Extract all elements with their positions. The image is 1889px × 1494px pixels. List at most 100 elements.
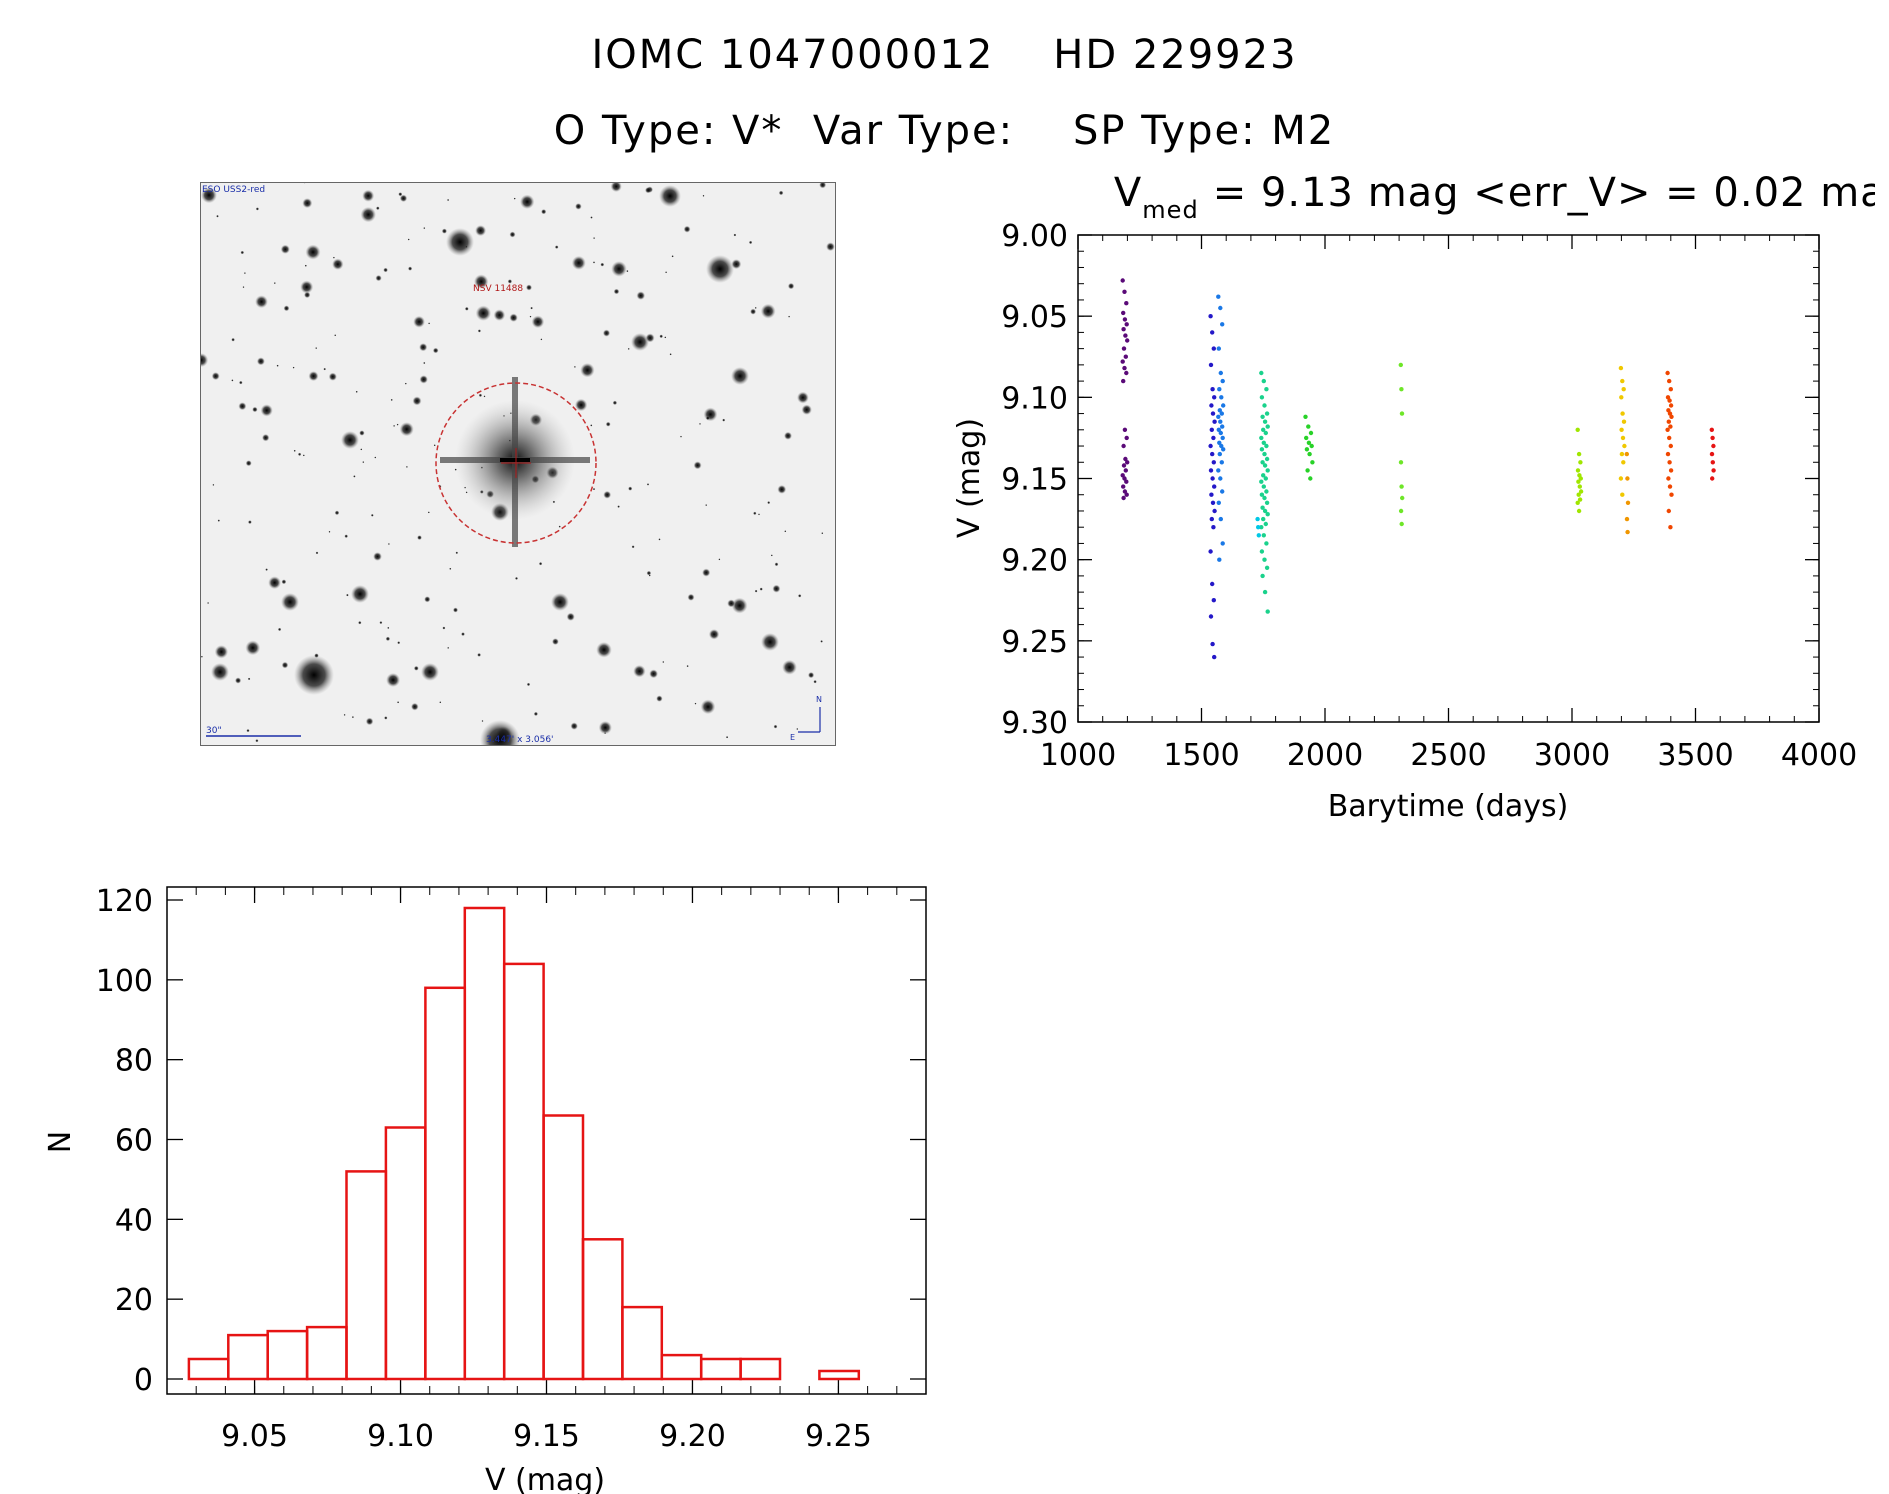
sky-star bbox=[243, 272, 246, 275]
light-curve-point bbox=[1220, 322, 1225, 327]
sky-star bbox=[247, 677, 251, 681]
light-curve-point bbox=[1261, 378, 1266, 384]
sky-star bbox=[390, 398, 393, 401]
sky-star bbox=[216, 214, 219, 218]
sky-star bbox=[574, 398, 588, 412]
light-curve-point bbox=[1122, 476, 1127, 481]
histogram-y-tick-label: 120 bbox=[96, 884, 153, 919]
histogram-bar bbox=[621, 1305, 664, 1381]
light-curve-point bbox=[1256, 525, 1261, 530]
sky-star bbox=[211, 372, 220, 381]
light-curve-point bbox=[1220, 489, 1225, 494]
light-curve-point bbox=[1620, 378, 1625, 384]
sky-star bbox=[646, 570, 652, 576]
sky-star bbox=[808, 672, 815, 679]
light-curve-point bbox=[1576, 492, 1581, 497]
sky-star bbox=[351, 716, 354, 719]
sky-star bbox=[315, 551, 319, 555]
light-curve-point bbox=[1264, 565, 1270, 570]
histogram-bar bbox=[699, 1357, 742, 1381]
sky-star bbox=[360, 206, 376, 223]
sky-star bbox=[362, 461, 365, 464]
sky-star bbox=[575, 203, 582, 210]
light-curve-point bbox=[1125, 338, 1130, 343]
light-curve-point bbox=[1308, 430, 1314, 436]
light-curve-point bbox=[1219, 411, 1224, 416]
sky-star bbox=[412, 396, 422, 406]
sky-star bbox=[262, 434, 270, 442]
sky-star bbox=[530, 306, 533, 310]
sky-star bbox=[731, 597, 748, 614]
light-curve-point bbox=[1264, 489, 1269, 494]
light-curve-point bbox=[1261, 484, 1266, 489]
sky-star bbox=[541, 209, 547, 215]
light-curve-point bbox=[1619, 427, 1624, 432]
sky-star bbox=[293, 449, 296, 452]
sky-star bbox=[590, 216, 593, 219]
light-curve-point bbox=[1217, 440, 1222, 445]
light-curve-point bbox=[1665, 395, 1671, 400]
light-curve-point bbox=[1121, 484, 1126, 489]
sky-star bbox=[260, 404, 273, 417]
sky-star bbox=[773, 724, 778, 729]
light-curve-point bbox=[1261, 473, 1266, 478]
light-curve-title-v: V bbox=[1114, 170, 1142, 216]
light-curve-y-tick-label: 9.25 bbox=[1001, 625, 1068, 660]
north-label: N bbox=[816, 695, 822, 704]
histogram-plot-frame bbox=[166, 886, 927, 1395]
light-curve-point bbox=[1210, 451, 1215, 457]
sky-star bbox=[276, 364, 279, 367]
sky-star bbox=[658, 538, 661, 541]
sky-star bbox=[626, 270, 629, 273]
sky-star bbox=[297, 452, 302, 456]
sky-star bbox=[611, 261, 627, 277]
light-curve-point bbox=[1265, 468, 1270, 473]
light-curve-point bbox=[1209, 516, 1214, 522]
sky-star bbox=[273, 282, 276, 285]
light-curve-x-tick-label: 2500 bbox=[1410, 738, 1486, 773]
sky-star bbox=[821, 532, 824, 535]
sky-star bbox=[529, 315, 532, 318]
light-curve-point bbox=[1668, 525, 1673, 530]
sky-star bbox=[649, 669, 658, 679]
light-curve-point bbox=[1220, 378, 1225, 384]
light-curve-point bbox=[1576, 508, 1582, 514]
sky-star bbox=[493, 309, 506, 321]
sky-star bbox=[231, 337, 235, 342]
light-curve-point bbox=[1262, 451, 1267, 457]
sky-star bbox=[526, 284, 532, 291]
light-curve-point bbox=[1217, 451, 1222, 457]
sky-star bbox=[570, 722, 578, 730]
sky-star bbox=[796, 728, 799, 730]
light-curve-point bbox=[1121, 443, 1126, 449]
light-curve-point bbox=[1122, 289, 1127, 294]
target-label: NSV 11488 bbox=[473, 284, 523, 294]
light-curve-point bbox=[1212, 508, 1217, 514]
sky-star bbox=[702, 194, 705, 197]
light-curve-point bbox=[1121, 378, 1126, 384]
light-curve-point bbox=[1575, 468, 1581, 473]
light-curve-point bbox=[1216, 427, 1221, 432]
scale-label: 30" bbox=[206, 726, 222, 736]
sky-star bbox=[573, 365, 576, 368]
sky-star bbox=[447, 198, 450, 202]
sky-star bbox=[292, 366, 295, 369]
light-curve-point bbox=[1264, 411, 1270, 416]
sky-star bbox=[449, 567, 452, 570]
light-curve-point bbox=[1667, 460, 1672, 465]
light-curve-y-tick-label: 9.00 bbox=[1001, 219, 1068, 254]
light-curve-title: Vmed = 9.13 mag <err_V> = 0.02 mag bbox=[1114, 170, 1875, 224]
sky-star bbox=[700, 699, 716, 715]
sky-star bbox=[255, 739, 259, 743]
sky-star bbox=[397, 701, 400, 704]
sky-bright-star bbox=[341, 431, 359, 449]
sky-star bbox=[461, 632, 465, 636]
light-curve-point bbox=[1576, 479, 1581, 484]
light-curve-point bbox=[1218, 305, 1223, 311]
sky-bright-star bbox=[294, 655, 334, 695]
sky-bright-star bbox=[631, 333, 649, 351]
light-curve-point bbox=[1124, 301, 1129, 306]
sky-star bbox=[397, 641, 401, 645]
histogram-x-tick-label: 9.25 bbox=[805, 1419, 872, 1454]
light-curve-point bbox=[1209, 427, 1214, 432]
